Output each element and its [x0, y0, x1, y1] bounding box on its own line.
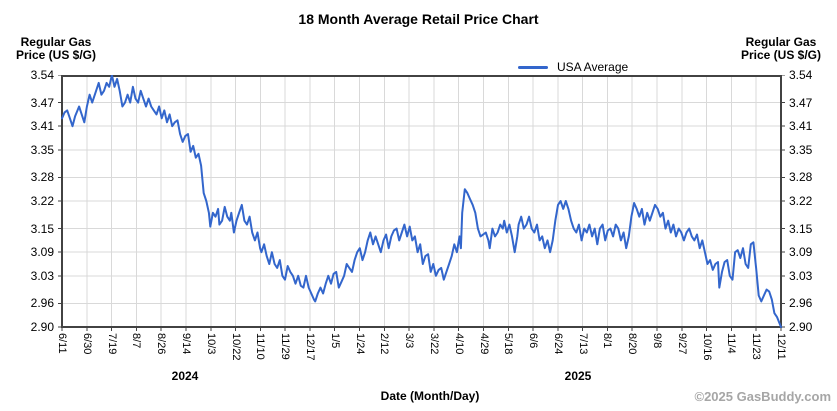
- x-tick-label: 7/19: [105, 333, 118, 355]
- x-tick-label: 4/10: [452, 333, 465, 355]
- y-tick-label-left: 3.41: [30, 119, 54, 133]
- x-tick-label: 8/26: [155, 333, 168, 355]
- x-tick-label: 10/3: [204, 333, 217, 355]
- year-label-2025: 2025: [564, 369, 592, 383]
- y-tick-label-left: 3.03: [30, 269, 54, 283]
- chart-title: 18 Month Average Retail Price Chart: [298, 11, 539, 27]
- x-tick-label: 6/6: [527, 333, 540, 349]
- x-tick-label: 12/11: [775, 333, 787, 360]
- x-tick-label: 9/8: [651, 333, 663, 349]
- y-tick-label-right: 3.22: [789, 194, 813, 208]
- x-tick-label: 3/3: [403, 333, 416, 349]
- x-tick-label: 3/22: [427, 333, 440, 355]
- x-tick-label: 2/12: [378, 333, 391, 355]
- y-tick-label-right: 3.41: [789, 119, 813, 133]
- y-tick-label-right: 3.09: [789, 245, 813, 259]
- x-tick-label: 10/22: [229, 333, 242, 361]
- x-tick-label: 7/13: [576, 333, 589, 355]
- x-tick-label: 9/27: [675, 333, 688, 355]
- right-axis-title-line1: Regular Gas: [745, 35, 817, 49]
- left-axis-title-line2: Price (US $/G): [15, 48, 97, 62]
- right-axis-title: Regular Gas Price (US $/G): [729, 36, 833, 62]
- x-tick-label: 8/7: [130, 333, 143, 349]
- y-tick-label-left: 3.09: [30, 245, 54, 259]
- x-tick-label: 12/17: [303, 333, 316, 361]
- legend-label: USA Average: [557, 60, 629, 74]
- copyright-watermark: ©2025 GasBuddy.com: [694, 389, 832, 404]
- left-axis-title-line1: Regular Gas: [20, 35, 92, 49]
- legend-line-swatch: [518, 65, 548, 69]
- x-tick-label: 4/29: [477, 333, 490, 355]
- x-tick-label: 6/30: [80, 333, 93, 355]
- x-tick-label: 11/23: [750, 333, 763, 360]
- y-tick-label-left: 3.47: [30, 96, 54, 110]
- y-tick-label-left: 2.90: [30, 320, 54, 334]
- x-axis-title: Date (Month/Day): [380, 389, 480, 403]
- right-axis-title-line2: Price (US $/G): [740, 48, 822, 62]
- y-tick-label-right: 3.35: [789, 143, 813, 157]
- y-tick-label-right: 2.90: [789, 320, 813, 334]
- year-label-2024: 2024: [171, 369, 199, 383]
- y-tick-label-right: 3.03: [789, 269, 813, 283]
- x-tick-label: 8/1: [601, 333, 614, 349]
- x-tick-label: 11/10: [254, 333, 267, 360]
- y-tick-label-left: 3.54: [30, 68, 54, 82]
- y-tick-label-left: 3.28: [30, 170, 54, 184]
- x-tick-label: 10/16: [700, 333, 713, 361]
- series-line-usa-average: [61, 75, 782, 328]
- y-tick-label-left: 3.22: [30, 194, 54, 208]
- plot-border: [61, 75, 782, 328]
- x-tick-label: 8/20: [626, 333, 639, 355]
- x-tick-label: 6/11: [56, 333, 68, 354]
- x-tick-label: 6/24: [551, 333, 564, 355]
- x-tick-label: 11/4: [725, 333, 738, 354]
- left-axis-title: Regular Gas Price (US $/G): [4, 36, 108, 62]
- y-tick-label-right: 3.15: [789, 222, 813, 236]
- x-tick-label: 1/24: [353, 333, 366, 355]
- y-tick-label-right: 3.28: [789, 170, 813, 184]
- price-chart-plot: [58, 75, 785, 331]
- y-tick-label-right: 3.54: [789, 68, 813, 82]
- x-tick-label: 1/5: [328, 333, 341, 349]
- y-tick-label-left: 2.96: [30, 296, 54, 310]
- y-tick-label-left: 3.15: [30, 222, 54, 236]
- x-tick-label: 5/18: [502, 333, 515, 355]
- x-tick-label: 9/14: [180, 333, 192, 355]
- x-tick-label: 11/29: [279, 333, 292, 360]
- y-tick-label-left: 3.35: [30, 143, 54, 157]
- y-tick-label-right: 3.47: [789, 96, 813, 110]
- legend: USA Average: [518, 60, 628, 74]
- y-tick-label-right: 2.96: [789, 296, 813, 310]
